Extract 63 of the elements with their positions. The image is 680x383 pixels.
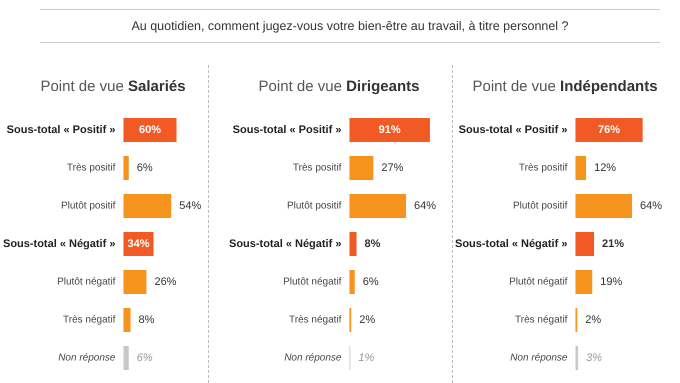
data-label: 19% xyxy=(600,276,622,288)
bar xyxy=(575,270,592,294)
data-label: 34% xyxy=(127,238,150,250)
y-tick-label: Sous-total « Positif » xyxy=(458,124,568,136)
data-label: 27% xyxy=(381,162,404,174)
data-label: 21% xyxy=(602,238,624,250)
bar xyxy=(123,346,129,370)
y-tick-label: Plutôt négatif xyxy=(509,276,568,288)
y-tick-label: Non réponse xyxy=(284,352,342,364)
bar xyxy=(123,156,129,180)
chart-title: Point de vue Dirigeants xyxy=(258,78,420,95)
bar xyxy=(575,156,586,180)
y-tick-label: Très négatif xyxy=(289,314,342,326)
bar xyxy=(349,156,374,180)
data-label: 8% xyxy=(138,314,155,326)
data-label: 8% xyxy=(364,238,381,250)
y-tick-label: Très positif xyxy=(66,162,116,174)
y-tick-label: Sous-total « Positif » xyxy=(232,124,342,136)
data-label: 2% xyxy=(359,314,376,326)
bar xyxy=(349,232,357,256)
data-label: 6% xyxy=(136,352,153,364)
bar xyxy=(575,194,632,218)
y-tick-label: Plutôt négatif xyxy=(283,276,342,288)
y-tick-label: Sous-total « Négatif » xyxy=(2,238,116,250)
bar xyxy=(349,194,406,218)
bar xyxy=(123,118,177,142)
data-label: 26% xyxy=(154,276,177,288)
bar xyxy=(123,194,172,218)
chart-title: Point de vue Indépendants xyxy=(472,78,658,95)
bar xyxy=(575,232,594,256)
y-tick-label: Très positif xyxy=(292,162,342,174)
data-label: 3% xyxy=(586,352,602,364)
data-label: 64% xyxy=(414,200,436,212)
y-tick-label: Sous-total « Négatif » xyxy=(228,238,342,250)
data-label: 6% xyxy=(362,276,379,288)
bar xyxy=(349,270,355,294)
data-label: 64% xyxy=(640,200,662,212)
y-tick-label: Non réponse xyxy=(510,352,568,364)
data-label: 76% xyxy=(598,124,620,136)
chart-title: Point de vue Salariés xyxy=(40,78,186,95)
bar xyxy=(575,118,643,142)
y-tick-label: Très négatif xyxy=(515,314,568,326)
y-tick-label: Très négatif xyxy=(63,314,116,326)
data-label: 1% xyxy=(358,352,374,364)
data-label: 6% xyxy=(136,162,153,174)
bar xyxy=(349,118,430,142)
data-label: 2% xyxy=(585,314,602,326)
y-tick-label: Plutôt positif xyxy=(286,200,342,212)
y-tick-label: Plutôt positif xyxy=(512,200,568,212)
bar xyxy=(575,346,578,370)
data-label: 91% xyxy=(378,124,401,136)
y-tick-label: Non réponse xyxy=(58,352,116,364)
bar xyxy=(123,308,131,332)
data-label: 54% xyxy=(179,200,202,212)
bar xyxy=(123,270,146,294)
y-tick-label: Plutôt négatif xyxy=(57,276,116,288)
y-tick-label: Sous-total « Négatif » xyxy=(454,238,568,250)
y-tick-label: Plutôt positif xyxy=(60,200,116,212)
data-label: 60% xyxy=(138,124,162,136)
text: Au quotidien, comment jugez-vous votre bien-être au travail, à titre personnel ? xyxy=(131,19,569,33)
y-tick-label: Très positif xyxy=(518,162,568,174)
data-label: 12% xyxy=(594,162,616,174)
y-tick-label: Sous-total « Positif » xyxy=(6,124,116,136)
